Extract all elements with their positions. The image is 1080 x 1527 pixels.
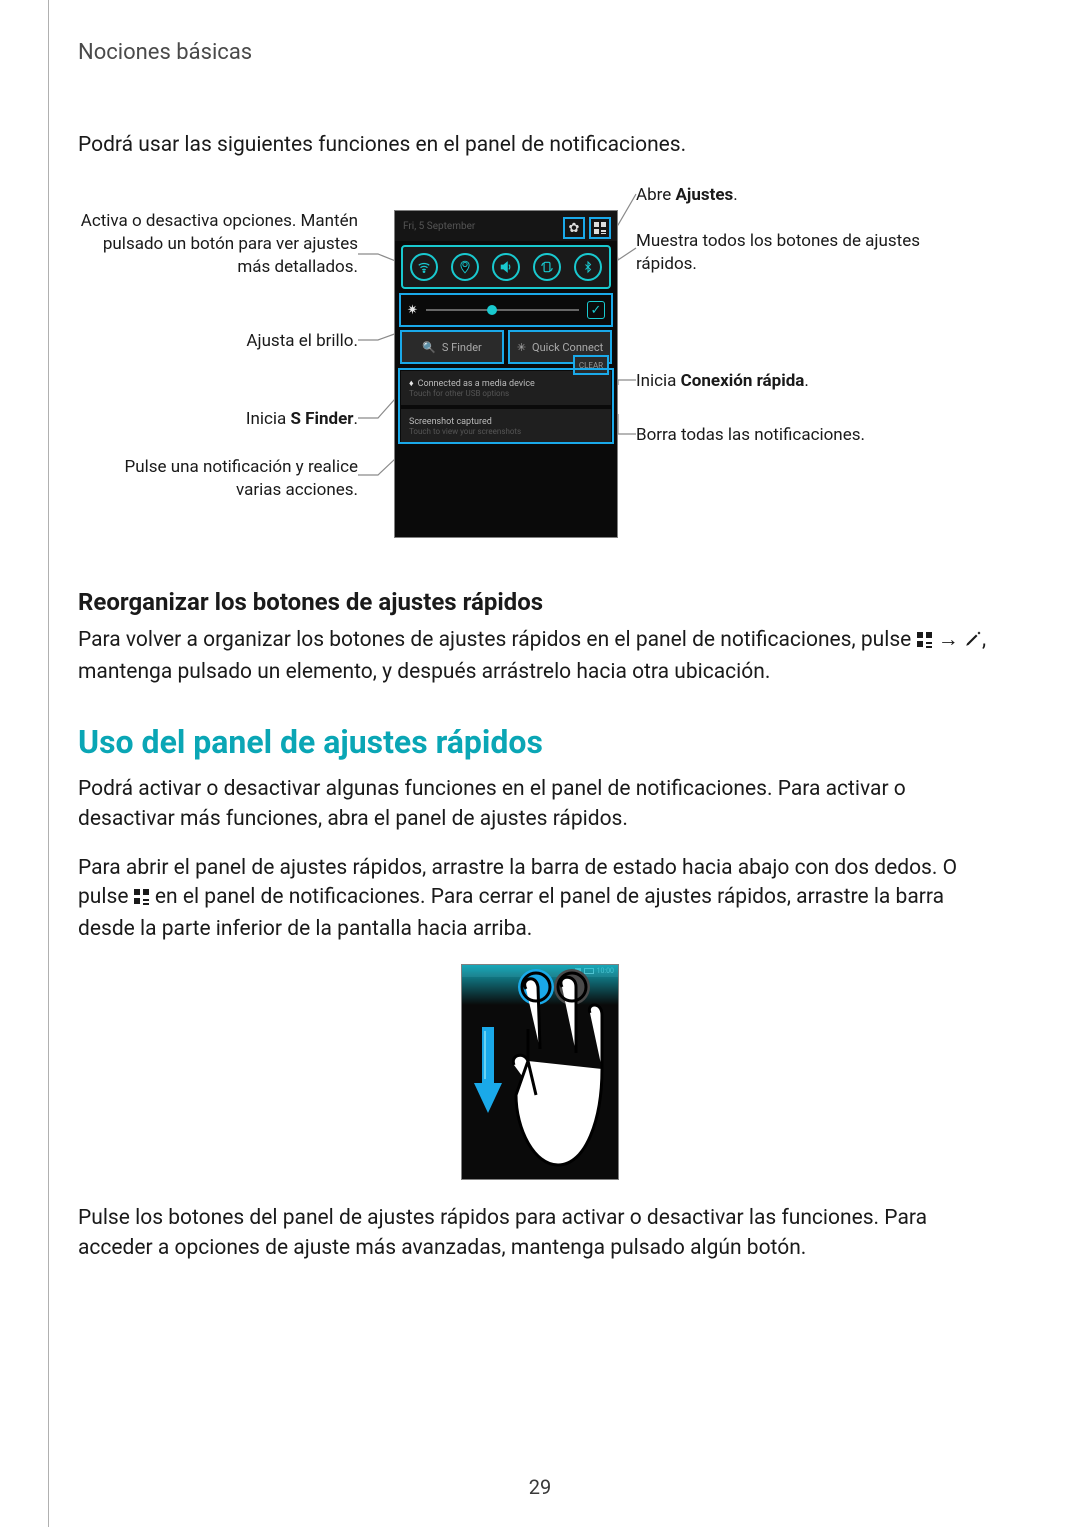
callout-toggles: Activa o desactiva opciones. Mantén puls… — [78, 210, 358, 279]
uso-p3: Pulse los botones del panel de ajustes r… — [78, 1204, 1002, 1263]
page-number: 29 — [0, 1475, 1080, 1499]
notification-sub: Touch to view your screenshots — [409, 427, 603, 436]
sfinder-label: S Finder — [442, 341, 482, 354]
location-icon — [451, 253, 479, 281]
notification-sub: Touch for other USB options — [409, 389, 603, 398]
sound-icon — [492, 253, 520, 281]
callout-showall: Muestra todos los botones de ajustes ráp… — [636, 230, 956, 276]
bluetooth-icon — [574, 253, 602, 281]
two-finger-swipe-diagram: 10:00 — [461, 964, 619, 1180]
callout-tap-notif: Pulse una notificación y realice varias … — [78, 456, 358, 502]
grid-icon — [134, 885, 150, 914]
notification-title: Screenshot captured — [409, 417, 603, 427]
notification-panel-diagram: Fri, 5 September ✿ ✷ ✓ — [78, 180, 1002, 560]
gear-icon: ✿ — [563, 217, 585, 239]
pencil-icon — [964, 628, 982, 657]
clear-button: CLEAR — [575, 357, 607, 373]
notification-list: CLEAR ♦Connected as a media device Touch… — [401, 371, 611, 443]
quickconnect-label: Quick Connect — [532, 341, 603, 354]
search-icon: 🔍 — [422, 341, 436, 354]
hand-icon — [506, 969, 616, 1169]
reorganize-heading: Reorganizar los botones de ajustes rápid… — [78, 588, 1002, 616]
down-arrow-icon — [474, 1027, 502, 1113]
notification-item: ♦ Connected as a media device Touch for o… — [401, 371, 611, 405]
wifi-icon — [410, 253, 438, 281]
page-header: Nociones básicas — [78, 40, 1002, 65]
brightness-icon: ✷ — [407, 303, 418, 318]
callout-quickconnect: Inicia Conexión rápida. — [636, 370, 956, 393]
uso-p2: Para abrir el panel de ajustes rápidos, … — [78, 854, 1002, 944]
phone-mock: Fri, 5 September ✿ ✷ ✓ — [394, 210, 618, 538]
notification-title: Connected as a media device — [418, 379, 535, 389]
grid-icon — [917, 628, 933, 657]
callout-sfinder: Inicia S Finder. — [78, 408, 358, 431]
sfinder-button: 🔍 S Finder — [401, 331, 503, 363]
grid-icon — [589, 217, 611, 239]
usb-icon: ♦ — [409, 379, 414, 389]
star-icon: ✳ — [517, 341, 526, 354]
brightness-row: ✷ ✓ — [401, 295, 611, 325]
callout-brightness: Ajusta el brillo. — [78, 330, 358, 353]
auto-brightness-check: ✓ — [587, 301, 605, 319]
callout-settings: Abre Ajustes. — [636, 184, 956, 207]
notification-item: Screenshot captured Touch to view your s… — [401, 409, 611, 443]
rotate-icon — [533, 253, 561, 281]
phone-date: Fri, 5 September — [403, 221, 475, 232]
callout-clear: Borra todas las notificaciones. — [636, 424, 956, 447]
uso-heading: Uso del panel de ajustes rápidos — [78, 723, 1002, 761]
intro-text: Podrá usar las siguientes funciones en e… — [78, 131, 1002, 160]
quick-settings-row — [401, 245, 611, 289]
uso-p1: Podrá activar o desactivar algunas funci… — [78, 775, 1002, 834]
reorganize-body: Para volver a organizar los botones de a… — [78, 626, 1002, 687]
